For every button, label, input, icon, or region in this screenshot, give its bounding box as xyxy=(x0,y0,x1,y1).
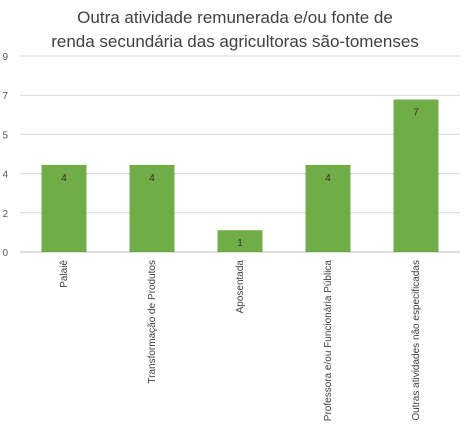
bar xyxy=(393,99,439,252)
chart-title-line-1: Outra atividade remunerada e/ou fonte de xyxy=(77,8,393,27)
chart-title: Outra atividade remunerada e/ou fonte de… xyxy=(0,6,470,54)
data-label: 4 xyxy=(61,173,67,184)
chart-title-line-2: renda secundária das agricultoras são-to… xyxy=(51,32,419,51)
y-tick-label: 5 xyxy=(2,130,8,141)
data-label: 4 xyxy=(149,173,155,184)
y-tick-label: 0 xyxy=(2,248,8,259)
y-tick-label: 4 xyxy=(2,170,8,181)
y-tick-label: 9 xyxy=(2,52,8,63)
bar xyxy=(41,164,87,252)
data-label: 7 xyxy=(413,108,419,119)
x-tick-label: Transformação de Produtos xyxy=(147,260,158,384)
y-tick-label: 7 xyxy=(2,91,8,102)
y-tick-label: 2 xyxy=(2,209,8,220)
bar xyxy=(305,164,351,252)
bar xyxy=(129,164,175,252)
x-tick-label: Professora e/ou Funcionária Pública xyxy=(323,260,334,422)
x-tick-label: Palaiê xyxy=(59,260,70,288)
x-tick-label: Aposentada xyxy=(235,260,246,314)
data-label: 4 xyxy=(325,173,331,184)
bar xyxy=(217,230,263,252)
data-label: 1 xyxy=(237,238,243,249)
x-tick-label: Outras atividades não especificadas xyxy=(411,260,422,421)
